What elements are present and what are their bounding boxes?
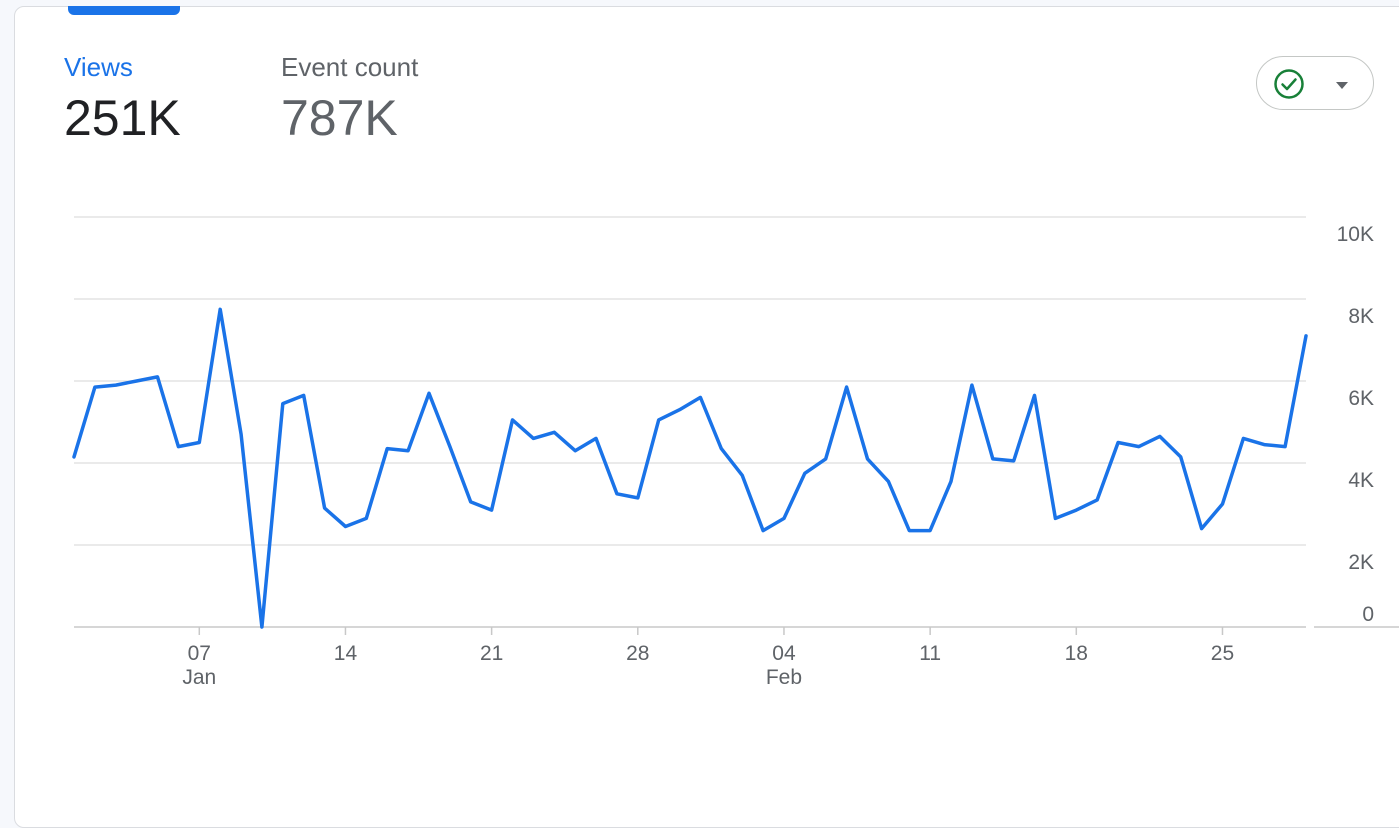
x-tick-month-label: Feb xyxy=(766,666,802,689)
y-tick-label: 4K xyxy=(1348,469,1374,492)
series-line-views xyxy=(74,309,1306,627)
x-tick-label: 11 xyxy=(919,642,941,665)
y-tick-label: 0 xyxy=(1362,603,1374,626)
x-tick-label: 14 xyxy=(334,642,358,665)
x-tick-label: 28 xyxy=(626,642,649,665)
y-tick-label: 10K xyxy=(1337,223,1374,246)
y-tick-label: 2K xyxy=(1348,551,1374,574)
x-tick-label: 18 xyxy=(1065,642,1088,665)
x-tick-label: 07 xyxy=(188,642,211,665)
y-tick-label: 8K xyxy=(1348,305,1374,328)
x-tick-label: 21 xyxy=(480,642,503,665)
y-tick-label: 6K xyxy=(1348,387,1374,410)
x-tick-label: 25 xyxy=(1211,642,1234,665)
x-tick-label: 04 xyxy=(772,642,796,665)
x-tick-month-label: Jan xyxy=(182,666,216,689)
